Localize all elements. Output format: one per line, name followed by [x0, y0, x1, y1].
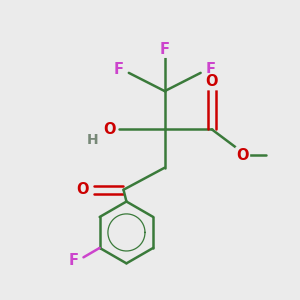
Text: O: O — [206, 74, 218, 89]
Text: O: O — [103, 122, 116, 137]
Text: O: O — [236, 148, 249, 163]
Text: F: F — [206, 62, 215, 77]
Text: O: O — [76, 182, 89, 197]
Text: F: F — [69, 253, 79, 268]
Text: F: F — [114, 62, 124, 77]
Text: F: F — [160, 42, 170, 57]
Text: H: H — [87, 133, 98, 147]
